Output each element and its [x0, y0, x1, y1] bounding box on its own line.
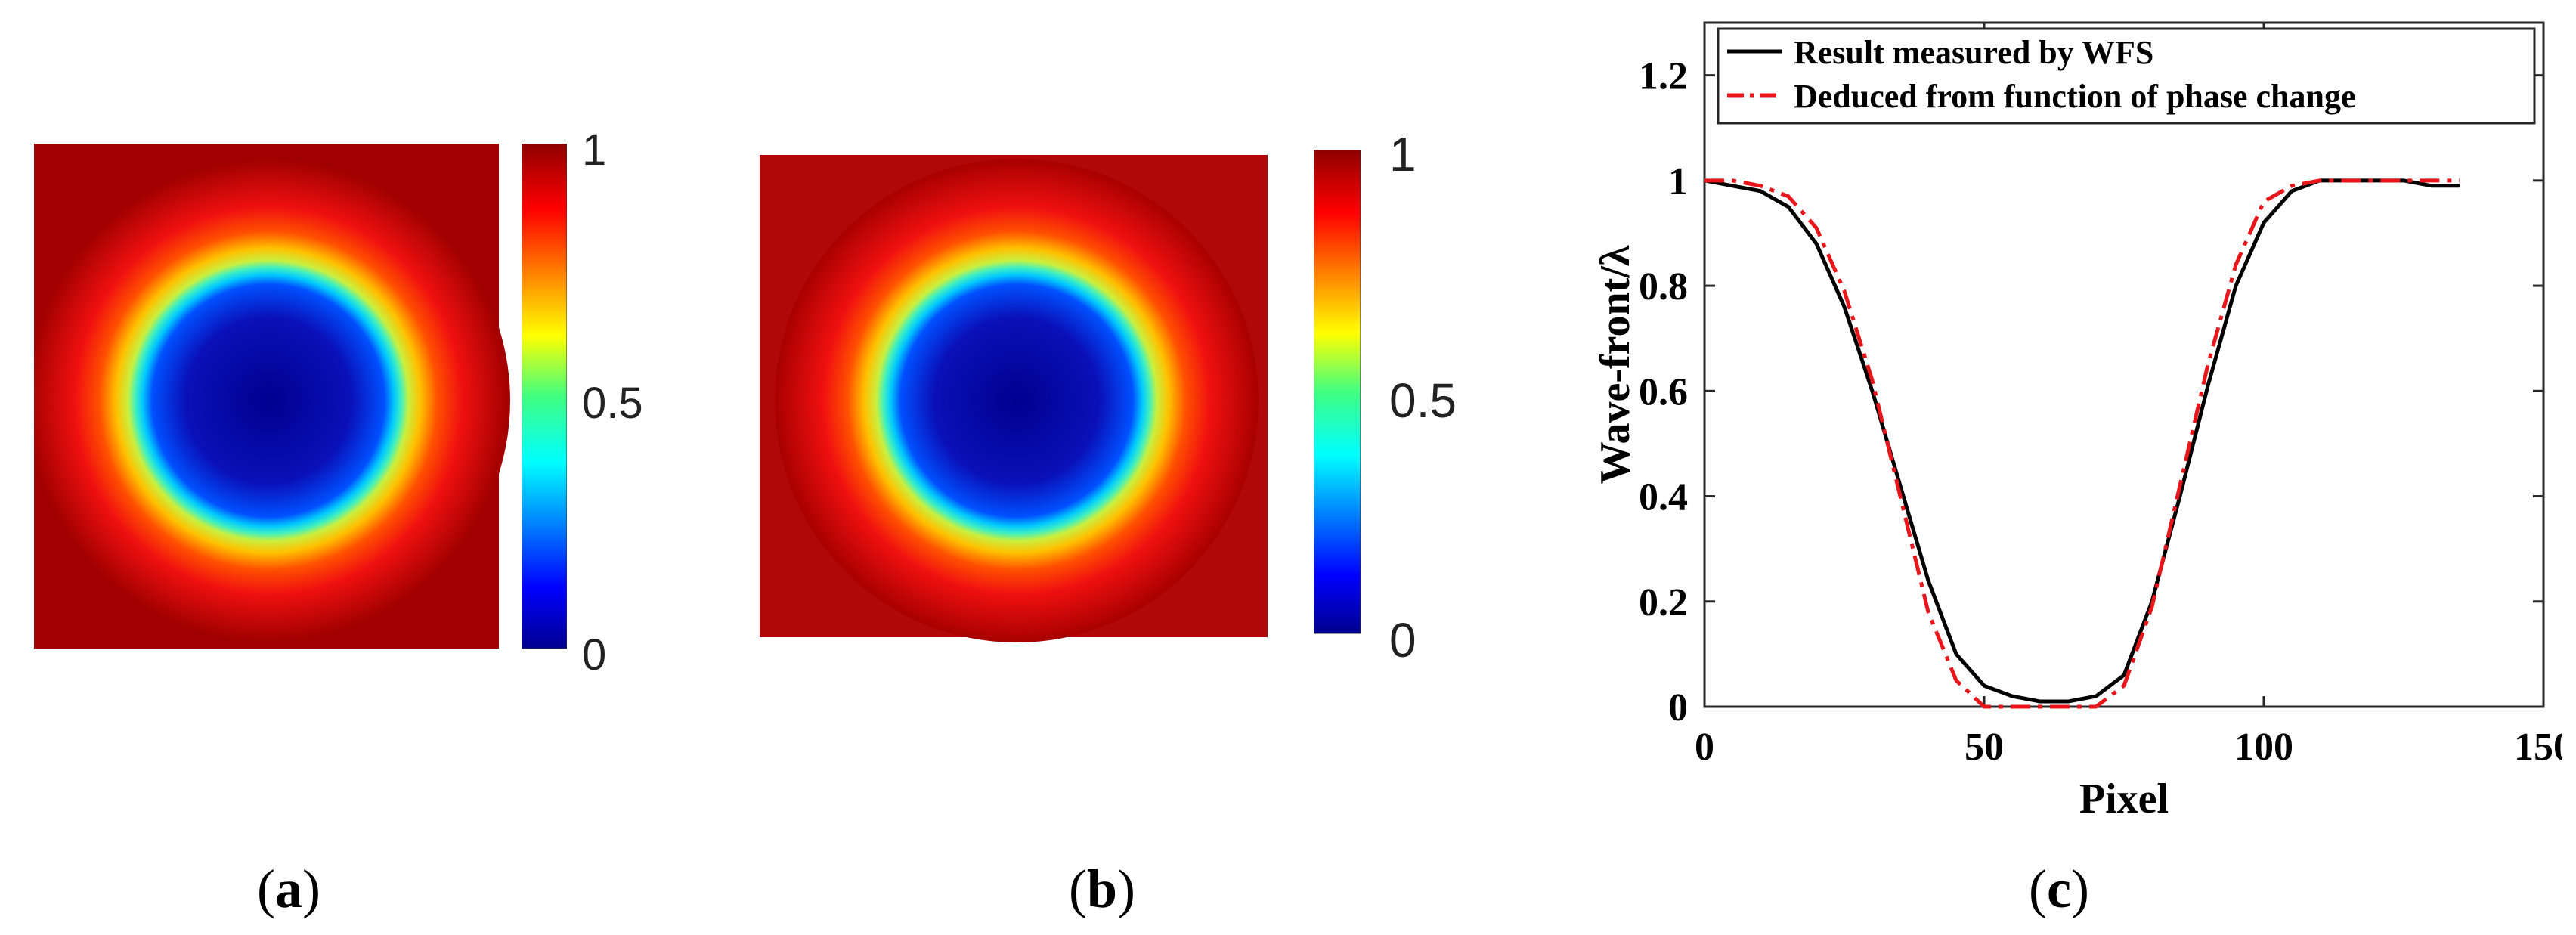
x-tick-label: 100	[2234, 726, 2293, 769]
y-tick-label: 0.8	[1639, 265, 1688, 308]
colorbar-a-gradient	[521, 143, 568, 649]
series-line-deduced	[1704, 178, 2460, 709]
y-tick-label: 0.6	[1639, 370, 1688, 413]
heatmap-b	[760, 155, 1268, 642]
x-tick-label: 150	[2514, 726, 2562, 769]
x-tick-label: 50	[1965, 726, 2004, 769]
series-line-measured	[1704, 178, 2460, 704]
line-chart: 0 50 100 150 0 0.2 0.4 0.6 0.8 1 1.2 Result measur…	[1592, 21, 2562, 822]
colorbar-b-gradient	[1313, 149, 1361, 634]
legend-label: Deduced from function of phase change	[1794, 78, 2356, 115]
colorbar-b-tick-0: 0	[1389, 613, 1416, 667]
caption-c: (c)	[2029, 859, 2089, 919]
heatmap-a-ring	[26, 159, 510, 642]
caption-b-letter: b	[1086, 859, 1118, 919]
y-tick-label: 0.2	[1639, 581, 1688, 624]
plot-area	[1703, 21, 2545, 708]
legend-label: Result measured by WFS	[1794, 34, 2153, 71]
colorbar-a-tick-0: 0	[582, 630, 607, 680]
y-tick-label: 0	[1668, 686, 1688, 729]
colorbar-b-tick-0-5: 0.5	[1389, 373, 1457, 428]
caption-b: (b)	[1069, 859, 1136, 919]
heatmap-b-ring	[775, 159, 1259, 642]
heatmap-a	[26, 144, 510, 649]
y-tick-label: 1	[1668, 160, 1688, 203]
panel-a	[26, 144, 654, 676]
caption-c-letter: c	[2046, 859, 2071, 919]
colorbar-a-tick-0-5: 0.5	[582, 379, 643, 428]
y-axis-label: Wave-front/λ	[1592, 245, 1639, 484]
colorbar-a-tick-1: 1	[582, 125, 607, 175]
caption-a: (a)	[257, 859, 320, 919]
y-tick-label: 1.2	[1639, 55, 1688, 98]
colorbar-b-tick-1: 1	[1389, 127, 1416, 181]
y-tick-label: 0.4	[1639, 476, 1688, 519]
colorbar-b	[1313, 149, 1361, 645]
x-tick-label: 0	[1695, 726, 1714, 769]
caption-a-letter: a	[274, 859, 302, 919]
legend-box	[1717, 27, 2536, 125]
colorbar-a	[521, 143, 568, 661]
panel-b	[760, 155, 1274, 650]
x-axis-label: Pixel	[2079, 776, 2169, 822]
